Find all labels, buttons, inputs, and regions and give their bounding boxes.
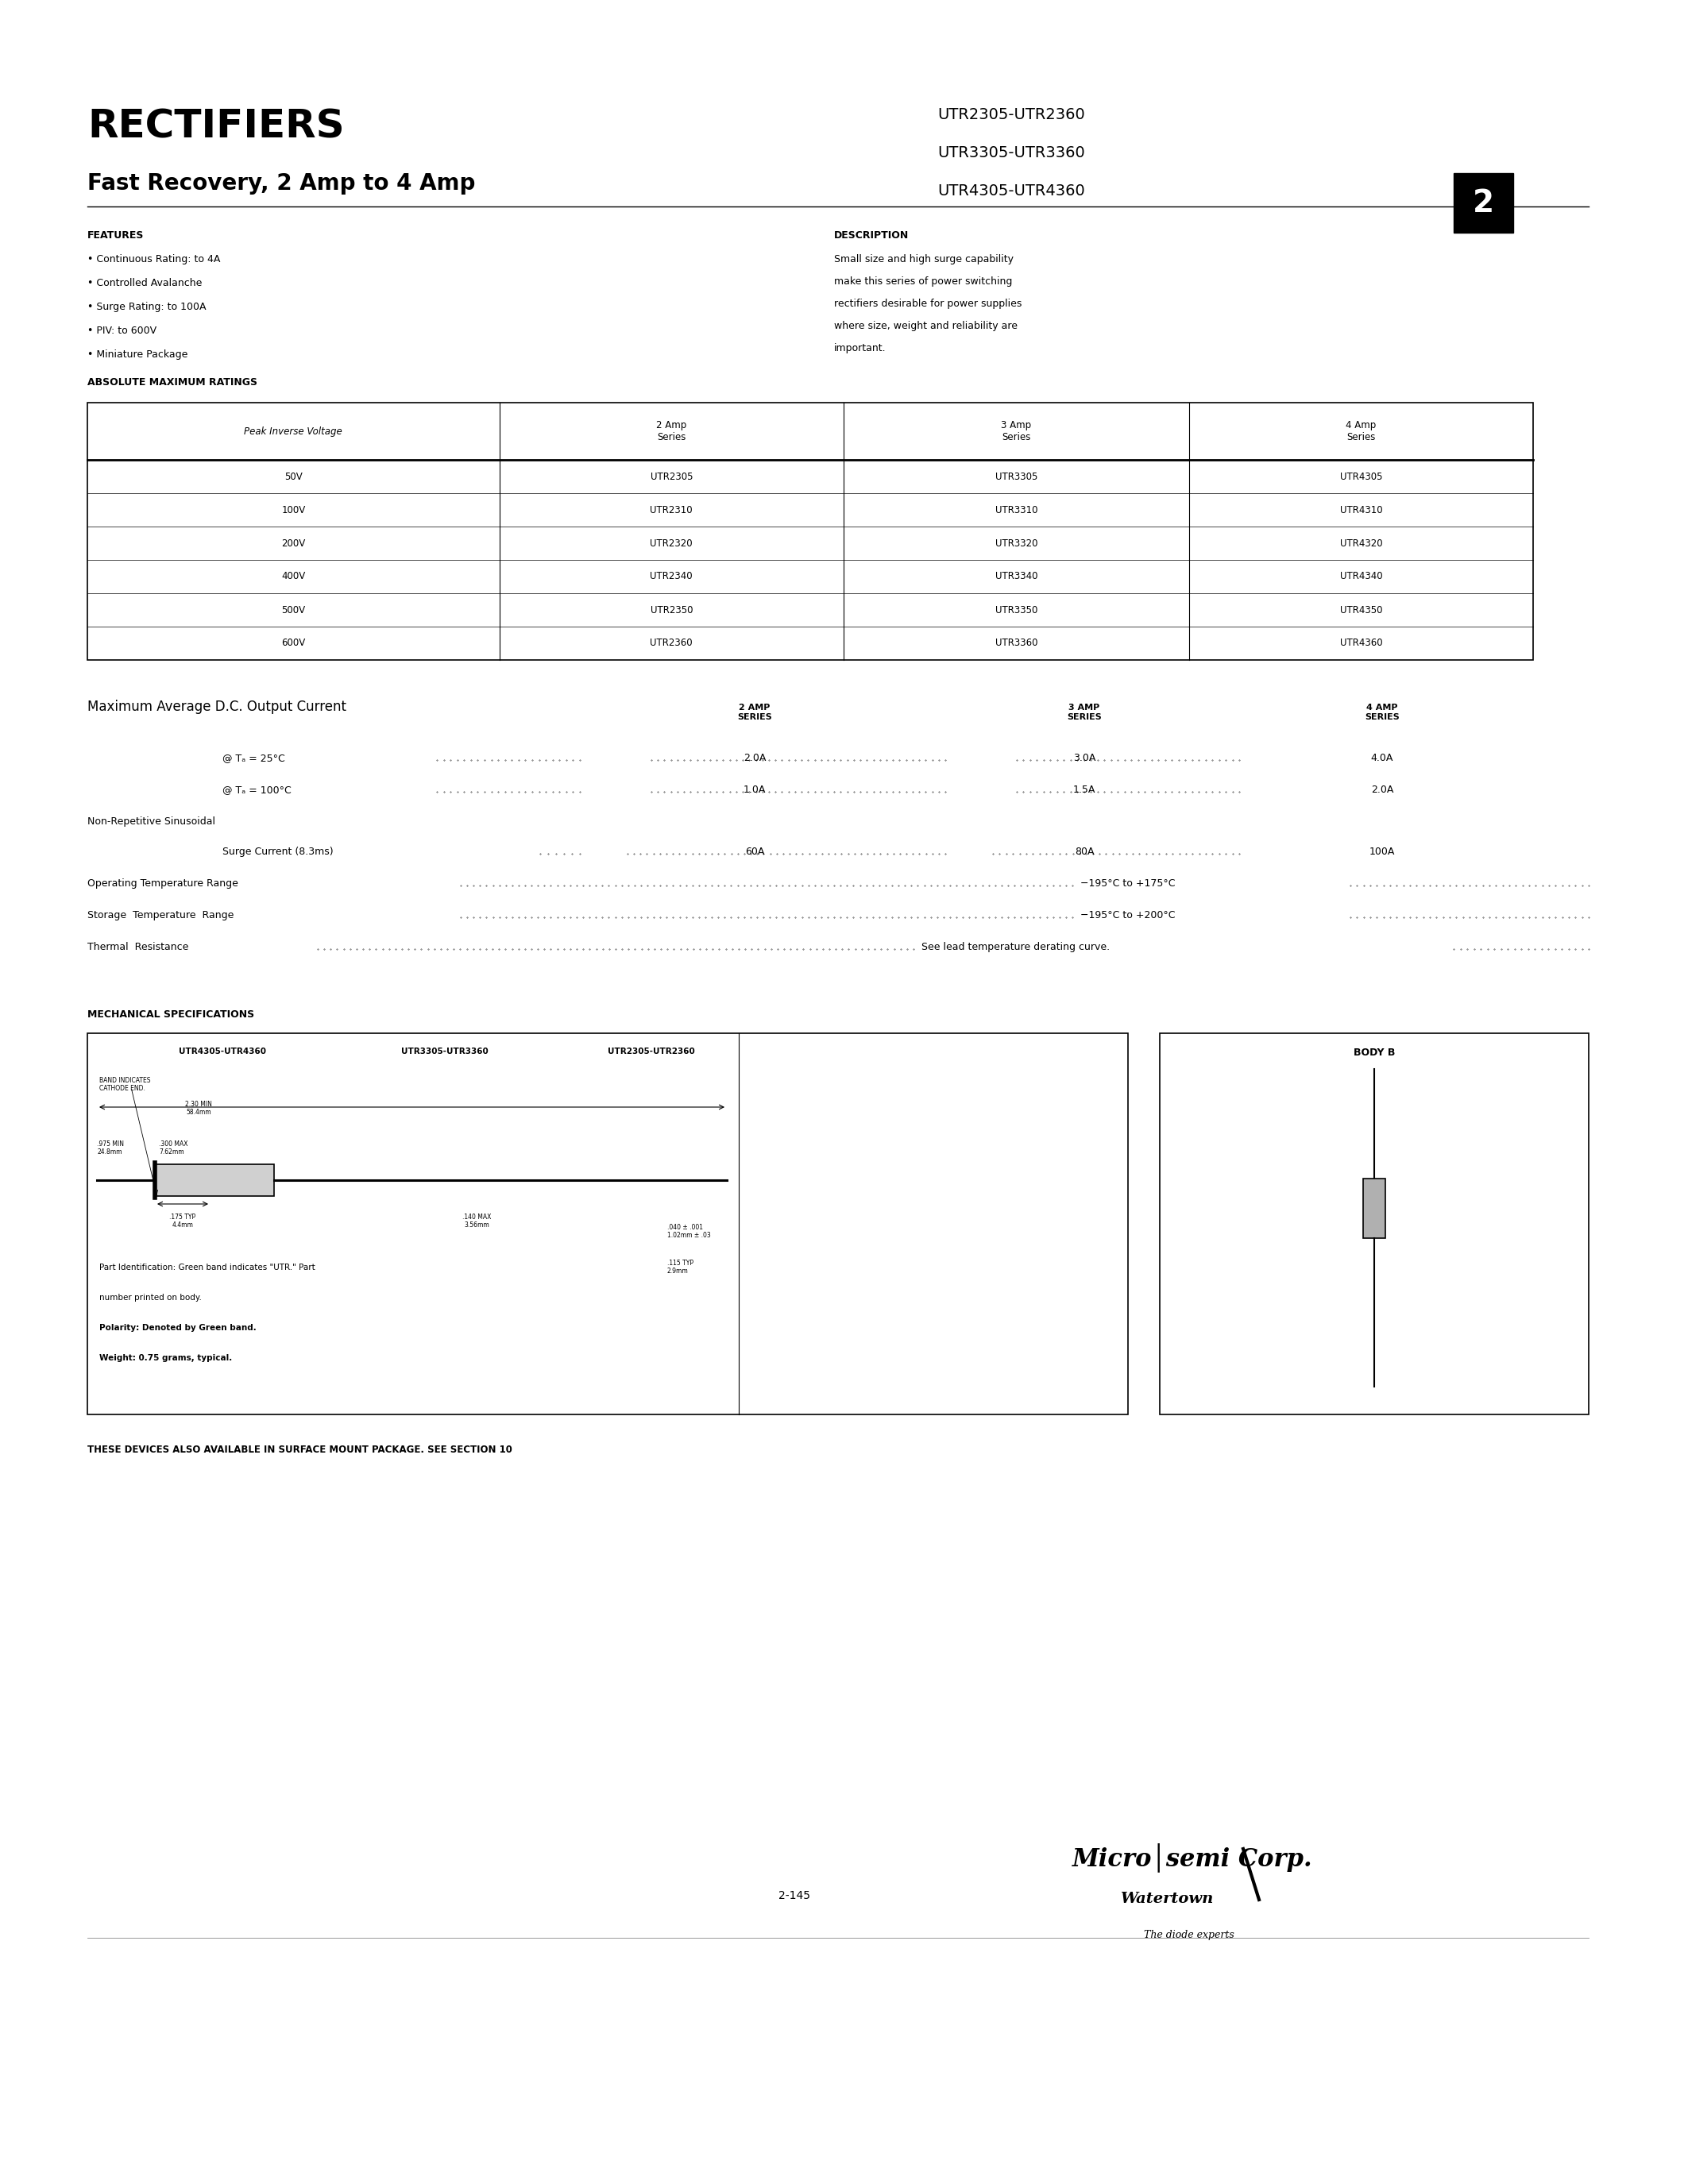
Text: 3 AMP
SERIES: 3 AMP SERIES: [1067, 703, 1102, 721]
Text: 60A: 60A: [744, 847, 765, 856]
Text: rectifiers desirable for power supplies: rectifiers desirable for power supplies: [834, 299, 1021, 308]
Text: .140 MAX
3.56mm: .140 MAX 3.56mm: [463, 1214, 491, 1230]
Text: Thermal  Resistance: Thermal Resistance: [88, 941, 189, 952]
Text: 2: 2: [1472, 188, 1494, 218]
Text: −195°C to +200°C: −195°C to +200°C: [1080, 911, 1175, 919]
Text: Fast Recovery, 2 Amp to 4 Amp: Fast Recovery, 2 Amp to 4 Amp: [88, 173, 476, 194]
Text: 1.0A: 1.0A: [743, 784, 766, 795]
Text: 400V: 400V: [282, 572, 306, 581]
Bar: [88, 402, 1533, 660]
Text: where size, weight and reliability are: where size, weight and reliability are: [834, 321, 1018, 332]
Text: 2 Amp
Series: 2 Amp Series: [657, 419, 687, 443]
Text: UTR3310: UTR3310: [994, 505, 1038, 515]
Text: UTR4305: UTR4305: [1340, 472, 1382, 483]
Text: UTR4350: UTR4350: [1340, 605, 1382, 616]
Text: UTR3340: UTR3340: [994, 572, 1038, 581]
Text: important.: important.: [834, 343, 886, 354]
Text: BODY B: BODY B: [1354, 1048, 1394, 1057]
Text: UTR2350: UTR2350: [650, 605, 692, 616]
Text: UTR3360: UTR3360: [994, 638, 1038, 649]
Text: Weight: 0.75 grams, typical.: Weight: 0.75 grams, typical.: [100, 1354, 233, 1363]
Text: 2 AMP
SERIES: 2 AMP SERIES: [738, 703, 771, 721]
Text: UTR3305-UTR3360: UTR3305-UTR3360: [402, 1048, 488, 1055]
Text: 2.30 MIN
58.4mm: 2.30 MIN 58.4mm: [186, 1101, 213, 1116]
Text: 4 AMP
SERIES: 4 AMP SERIES: [1366, 703, 1399, 721]
Text: Polarity: Denoted by Green band.: Polarity: Denoted by Green band.: [100, 1324, 257, 1332]
Text: Watertown: Watertown: [1121, 1891, 1214, 1907]
Text: BAND INDICATES
CATHODE END.: BAND INDICATES CATHODE END.: [100, 1077, 150, 1092]
Text: UTR3305: UTR3305: [994, 472, 1038, 483]
Text: UTR2305-UTR2360: UTR2305-UTR2360: [937, 107, 1085, 122]
Text: DESCRIPTION: DESCRIPTION: [834, 229, 908, 240]
Text: Surge Current (8.3ms): Surge Current (8.3ms): [223, 847, 333, 856]
Text: Micro│semi Corp.: Micro│semi Corp.: [1072, 1843, 1313, 1872]
Text: Peak Inverse Voltage: Peak Inverse Voltage: [245, 426, 343, 437]
Text: UTR2340: UTR2340: [650, 572, 692, 581]
Text: .115 TYP
2.9mm: .115 TYP 2.9mm: [667, 1260, 694, 1275]
Text: • Surge Rating: to 100A: • Surge Rating: to 100A: [88, 301, 206, 312]
Text: UTR2305: UTR2305: [650, 472, 692, 483]
Text: UTR4340: UTR4340: [1340, 572, 1382, 581]
Text: • Controlled Avalanche: • Controlled Avalanche: [88, 277, 203, 288]
Text: FEATURES: FEATURES: [88, 229, 143, 240]
Bar: [1453, 173, 1512, 234]
Bar: [155, 1164, 273, 1197]
Text: 2.0A: 2.0A: [743, 753, 766, 762]
Text: RECTIFIERS: RECTIFIERS: [88, 107, 344, 146]
Text: @ Tₐ = 100°C: @ Tₐ = 100°C: [223, 784, 292, 795]
Text: See lead temperature derating curve.: See lead temperature derating curve.: [922, 941, 1109, 952]
Text: UTR4305-UTR4360: UTR4305-UTR4360: [937, 183, 1085, 199]
Text: Storage  Temperature  Range: Storage Temperature Range: [88, 911, 235, 919]
Text: • Continuous Rating: to 4A: • Continuous Rating: to 4A: [88, 253, 221, 264]
Text: MECHANICAL SPECIFICATIONS: MECHANICAL SPECIFICATIONS: [88, 1009, 255, 1020]
Text: UTR3350: UTR3350: [994, 605, 1038, 616]
Text: UTR2310: UTR2310: [650, 505, 692, 515]
Text: 1.5A: 1.5A: [1074, 784, 1096, 795]
Text: 100A: 100A: [1369, 847, 1394, 856]
Text: 3.0A: 3.0A: [1074, 753, 1096, 762]
Text: Part Identification: Green band indicates "UTR." Part: Part Identification: Green band indicate…: [100, 1265, 316, 1271]
Text: make this series of power switching: make this series of power switching: [834, 277, 1013, 286]
Text: UTR2360: UTR2360: [650, 638, 692, 649]
Text: UTR2305-UTR2360: UTR2305-UTR2360: [608, 1048, 695, 1055]
Text: 2-145: 2-145: [778, 1889, 810, 1902]
Text: Non-Repetitive Sinusoidal: Non-Repetitive Sinusoidal: [88, 817, 216, 828]
Text: 4 Amp
Series: 4 Amp Series: [1345, 419, 1376, 443]
Text: 80A: 80A: [1075, 847, 1094, 856]
Text: Maximum Average D.C. Output Current: Maximum Average D.C. Output Current: [88, 699, 346, 714]
Text: .975 MIN
24.8mm: .975 MIN 24.8mm: [96, 1140, 123, 1155]
Bar: [1364, 1177, 1386, 1238]
Text: • Miniature Package: • Miniature Package: [88, 349, 187, 360]
Text: UTR2320: UTR2320: [650, 537, 692, 548]
Text: 600V: 600V: [282, 638, 306, 649]
Text: .040 ± .001
1.02mm ± .03: .040 ± .001 1.02mm ± .03: [667, 1223, 711, 1238]
Text: 3 Amp
Series: 3 Amp Series: [1001, 419, 1031, 443]
Text: 2.0A: 2.0A: [1371, 784, 1393, 795]
Text: 100V: 100V: [282, 505, 306, 515]
Text: 4.0A: 4.0A: [1371, 753, 1393, 762]
Text: UTR4305-UTR4360: UTR4305-UTR4360: [179, 1048, 267, 1055]
Text: number printed on body.: number printed on body.: [100, 1293, 201, 1302]
Text: UTR4310: UTR4310: [1340, 505, 1382, 515]
Text: UTR3320: UTR3320: [994, 537, 1038, 548]
Text: • PIV: to 600V: • PIV: to 600V: [88, 325, 157, 336]
Text: @ Tₐ = 25°C: @ Tₐ = 25°C: [223, 753, 285, 762]
Text: .175 TYP
4.4mm: .175 TYP 4.4mm: [169, 1214, 196, 1230]
Bar: [88, 1033, 1128, 1415]
Text: −195°C to +175°C: −195°C to +175°C: [1080, 878, 1175, 889]
Text: The diode experts: The diode experts: [1144, 1931, 1234, 1939]
Text: 200V: 200V: [282, 537, 306, 548]
Bar: [1160, 1033, 1588, 1415]
Text: UTR4320: UTR4320: [1340, 537, 1382, 548]
Text: UTR3305-UTR3360: UTR3305-UTR3360: [937, 146, 1085, 159]
Text: .300 MAX
7.62mm: .300 MAX 7.62mm: [159, 1140, 187, 1155]
Text: UTR4360: UTR4360: [1340, 638, 1382, 649]
Text: ABSOLUTE MAXIMUM RATINGS: ABSOLUTE MAXIMUM RATINGS: [88, 378, 257, 387]
Text: 50V: 50V: [284, 472, 302, 483]
Text: Small size and high surge capability: Small size and high surge capability: [834, 253, 1013, 264]
Text: Operating Temperature Range: Operating Temperature Range: [88, 878, 238, 889]
Text: 500V: 500V: [282, 605, 306, 616]
Text: THESE DEVICES ALSO AVAILABLE IN SURFACE MOUNT PACKAGE. SEE SECTION 10: THESE DEVICES ALSO AVAILABLE IN SURFACE …: [88, 1444, 511, 1455]
